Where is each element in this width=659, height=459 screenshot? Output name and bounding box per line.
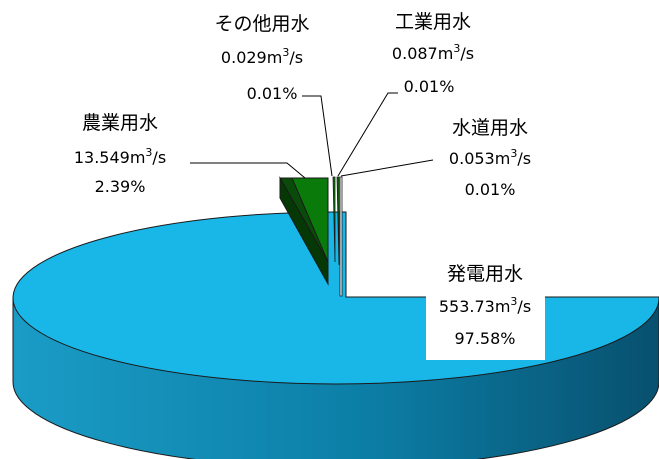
label-kougyou: 工業用水 0.087m3/s 0.01% <box>392 11 474 96</box>
label-sonota-value: 0.029m3/s <box>221 46 303 67</box>
label-kougyou-percent: 0.01% <box>404 77 455 96</box>
label-nougyou-percent: 2.39% <box>95 177 146 196</box>
label-nougyou-value: 13.549m3/s <box>74 146 166 167</box>
slice-nougyou <box>279 176 329 286</box>
label-sonota: その他用水 0.029m3/s 0.01% <box>214 13 309 103</box>
slice-nougyou-top <box>279 176 329 286</box>
slice-thin <box>332 176 343 297</box>
label-nougyou-value-num: 13.549 <box>74 148 130 167</box>
label-hatsuden-value-num: 553.73 <box>439 297 495 316</box>
label-kougyou-name: 工業用水 <box>395 11 471 33</box>
label-suidou-percent: 0.01% <box>465 180 516 199</box>
label-kougyou-value-num: 0.087 <box>392 44 438 63</box>
label-nougyou: 農業用水 13.549m3/s 2.39% <box>74 112 166 196</box>
label-suidou: 水道用水 0.053m3/s 0.01% <box>449 117 531 199</box>
leader-kougyou <box>337 92 398 177</box>
slice-hatsuden-top <box>12 211 659 385</box>
slice-kougyou <box>336 176 340 266</box>
leader-nougyou <box>190 162 306 179</box>
leader-lines <box>190 92 434 179</box>
label-hatsuden-name: 発電用水 <box>447 263 523 285</box>
label-hatsuden-box <box>426 256 545 360</box>
label-sonota-name: その他用水 <box>214 13 309 35</box>
label-nougyou-name: 農業用水 <box>82 112 158 134</box>
leader-suidou <box>340 159 434 177</box>
label-hatsuden: 発電用水 553.73m3/s 97.58% <box>426 256 545 360</box>
label-suidou-value-num: 0.053 <box>449 149 495 168</box>
label-hatsuden-value: 553.73m3/s <box>439 295 531 316</box>
leader-sonota <box>302 95 333 177</box>
label-sonota-value-num: 0.029 <box>221 48 267 67</box>
label-sonota-percent: 0.01% <box>247 84 298 103</box>
label-hatsuden-percent: 97.58% <box>454 329 515 348</box>
label-suidou-value: 0.053m3/s <box>449 147 531 168</box>
slice-sonota <box>332 176 336 263</box>
slice-hatsuden <box>12 211 659 459</box>
label-kougyou-value: 0.087m3/s <box>392 42 474 63</box>
slice-nougyou-face <box>291 177 329 263</box>
label-suidou-name: 水道用水 <box>452 117 528 139</box>
slice-suidou <box>339 176 343 297</box>
